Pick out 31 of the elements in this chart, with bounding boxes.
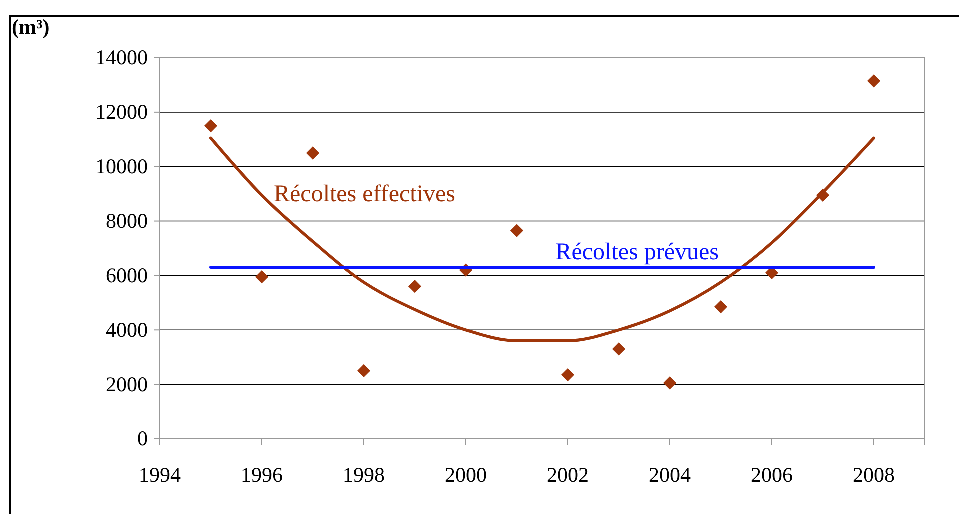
x-tick-label: 2000 [445,462,487,487]
x-tick-label: 1994 [139,462,182,487]
x-tick-label: 2002 [547,462,589,487]
line-series [210,136,876,343]
x-tick-label: 1996 [241,462,283,487]
x-tick-label: 2006 [751,462,793,487]
point [204,119,218,133]
point [255,270,269,284]
series-label: Récoltes effectives [274,181,456,208]
y-axis-title: (m³) [12,15,50,39]
x-tick-label: 1998 [343,462,385,487]
x-tick-label: 2008 [853,462,895,487]
point [510,224,524,238]
x-tick-label: 2004 [649,462,692,487]
y-tick-label: 4000 [106,318,148,342]
y-tick-label: 6000 [106,263,148,288]
y-tick-label: 10000 [96,154,148,179]
y-tick-label: 2000 [106,372,148,396]
point [408,280,422,294]
series-label: Récoltes prévues [556,240,719,266]
y-tick-label: 0 [138,426,148,451]
point [612,342,626,356]
y-tick-label: 14000 [96,46,148,70]
point [714,300,728,314]
point [357,364,371,378]
y-tick-label: 8000 [106,209,148,234]
point [663,376,677,390]
point [867,74,881,88]
point [306,146,320,160]
point [561,368,575,382]
y-tick-label: 12000 [96,100,148,124]
